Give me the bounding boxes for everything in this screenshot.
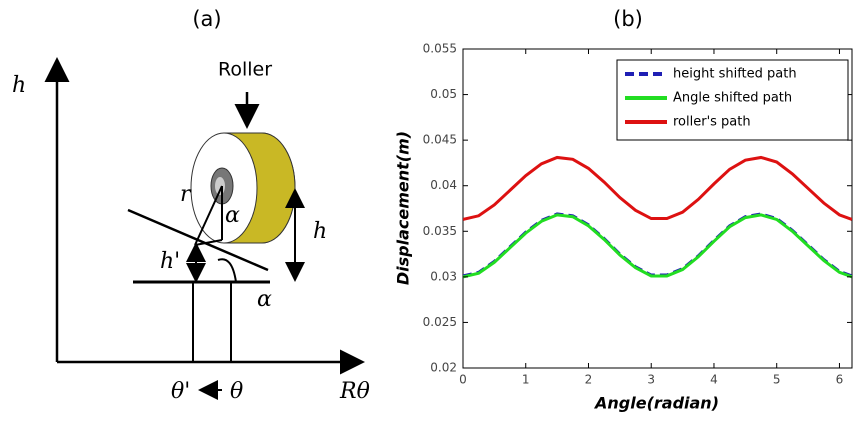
- y-axis-label: Displacement(m): [394, 131, 413, 285]
- y-tick-label: 0.045: [423, 133, 457, 147]
- x-tick-label: 0: [459, 373, 467, 387]
- h-label: h: [313, 219, 327, 244]
- x-tick-label: 4: [710, 373, 718, 387]
- x-tick-label: 6: [836, 373, 844, 387]
- panel-a: [44, 57, 365, 400]
- y-tick-label: 0.055: [423, 42, 457, 56]
- axis-label: h: [12, 73, 26, 98]
- alpha-label: α: [257, 287, 272, 312]
- hprime-label: h': [160, 249, 180, 274]
- y-tick-label: 0.05: [430, 87, 457, 101]
- legend-label: height shifted path: [673, 67, 797, 82]
- roller-label: Roller: [218, 59, 272, 81]
- series-line: [463, 212, 852, 278]
- x-tick-label: 2: [585, 373, 593, 387]
- series-line: [463, 155, 852, 221]
- legend-label: Angle shifted path: [673, 91, 792, 106]
- y-tick-label: 0.03: [430, 269, 457, 283]
- x-tick-label: 1: [522, 373, 530, 387]
- rtheta-label: Rθ: [339, 379, 370, 404]
- x-tick-label: 3: [647, 373, 655, 387]
- y-tick-label: 0.035: [423, 224, 457, 238]
- theta-prime-label: θ': [171, 379, 190, 404]
- y-tick-label: 0.02: [430, 361, 457, 375]
- alpha-arc: [217, 258, 237, 283]
- panel-label: (a): [192, 7, 221, 31]
- theta-label: θ: [230, 379, 243, 404]
- x-tick-label: 5: [773, 373, 781, 387]
- y-tick-label: 0.04: [430, 178, 457, 192]
- alpha-label: α: [225, 203, 240, 228]
- chart-title: (b): [613, 7, 643, 31]
- plot-frame: [462, 48, 853, 369]
- plot-area: [463, 155, 852, 279]
- x-axis-label: Angle(radian): [593, 394, 719, 413]
- y-tick-label: 0.025: [423, 315, 457, 329]
- radius-line: [194, 185, 223, 246]
- r-label: r: [180, 182, 192, 207]
- legend-label: roller's path: [673, 115, 751, 130]
- series-line: [463, 213, 852, 279]
